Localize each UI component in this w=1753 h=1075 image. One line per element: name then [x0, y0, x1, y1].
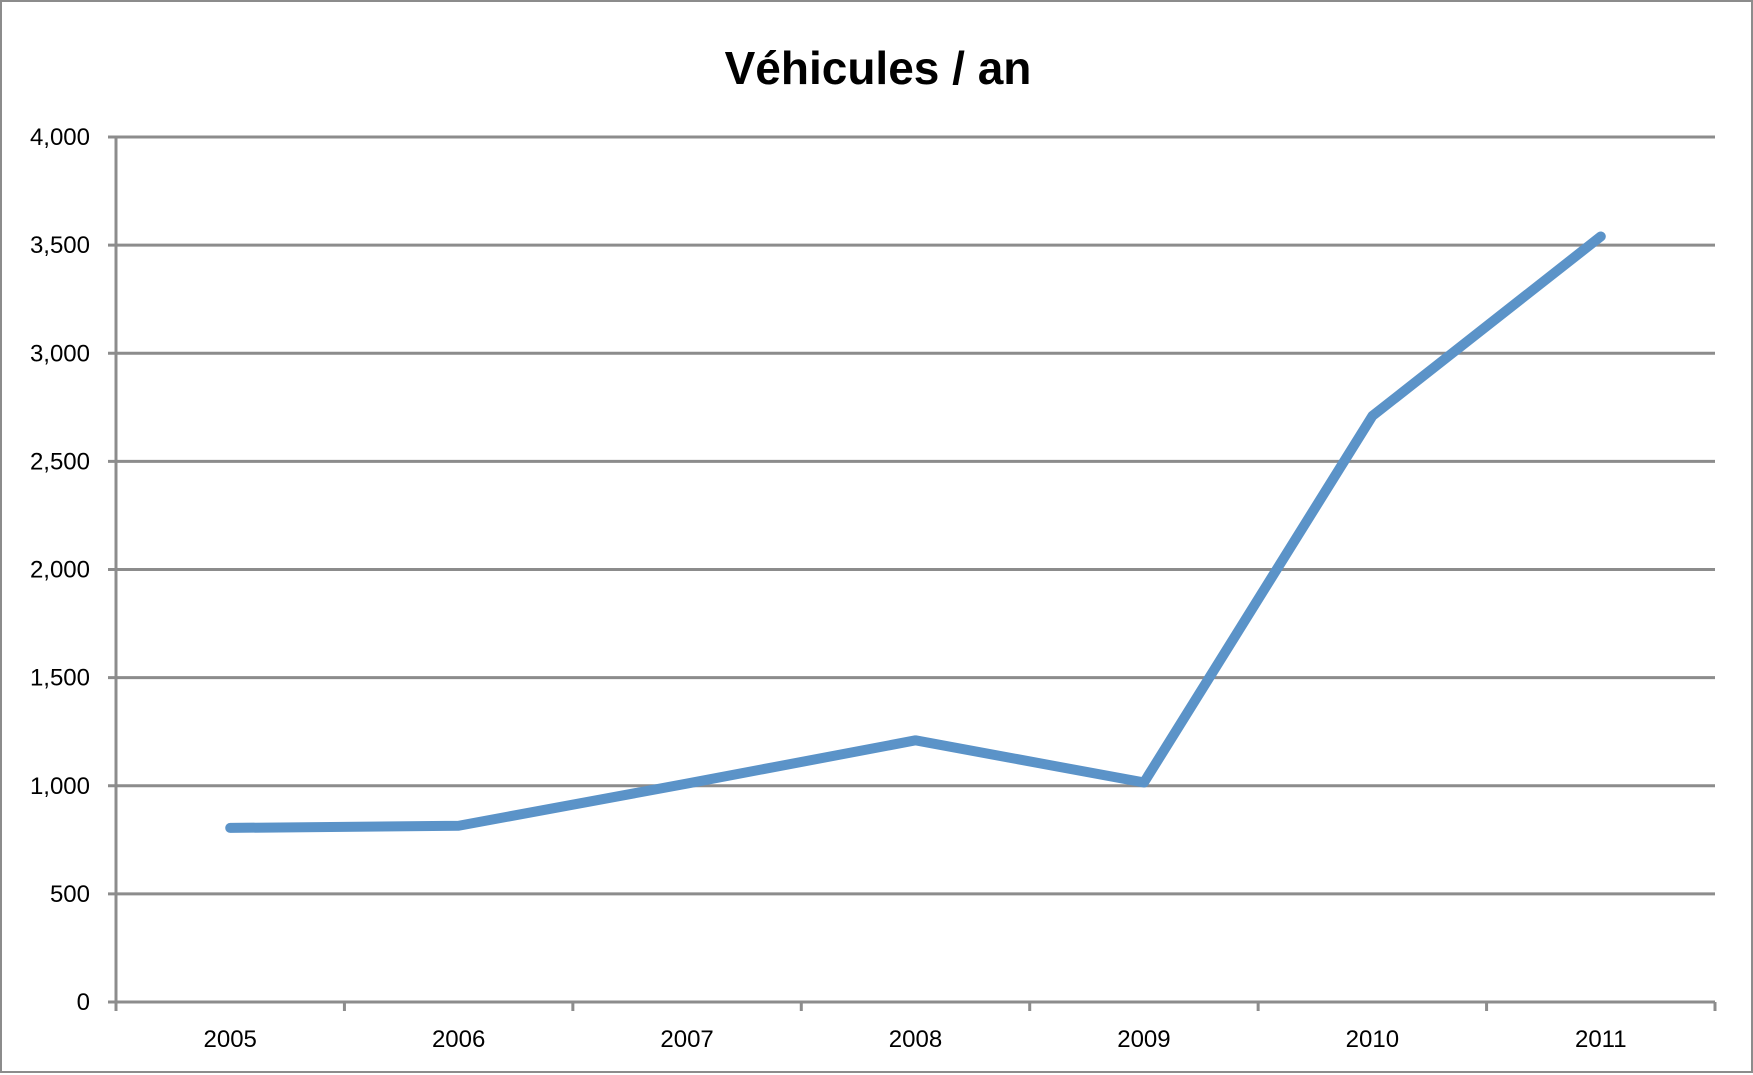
y-tick-label: 1,500	[30, 665, 90, 692]
x-tick-label: 2006	[432, 1026, 485, 1053]
axes	[108, 137, 1715, 1011]
gridlines	[116, 137, 1715, 894]
x-tick-label: 2009	[1117, 1026, 1170, 1053]
y-tick-label: 2,000	[30, 557, 90, 584]
x-axis-tick-labels: 2005 2006 2007 2008 2009 2010 2011	[204, 1026, 1627, 1053]
x-tick-label: 2007	[660, 1026, 713, 1053]
x-tick-label: 2010	[1346, 1026, 1399, 1053]
x-tick-label: 2005	[204, 1026, 257, 1053]
y-tick-label: 0	[77, 989, 90, 1016]
chart-title: Véhicules / an	[725, 42, 1032, 94]
x-tick-label: 2008	[889, 1026, 942, 1053]
y-tick-label: 2,500	[30, 448, 90, 475]
x-tick-label: 2011	[1575, 1026, 1627, 1053]
series-group	[230, 236, 1601, 828]
y-tick-label: 3,500	[30, 232, 90, 259]
y-tick-label: 1,000	[30, 773, 90, 800]
y-tick-label: 4,000	[30, 124, 90, 151]
y-tick-label: 3,000	[30, 340, 90, 367]
y-axis-tick-labels: 0 500 1,000 1,500 2,000 2,500 3,000 3,500 4,000	[30, 124, 90, 1016]
series-line	[230, 236, 1601, 827]
y-tick-label: 500	[50, 881, 90, 908]
